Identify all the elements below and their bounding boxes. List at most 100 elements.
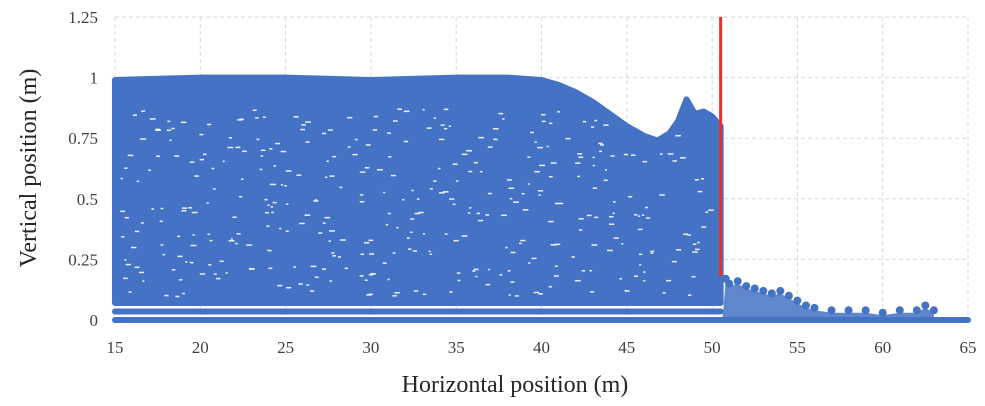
particle-gap xyxy=(467,212,471,214)
particle-gap xyxy=(708,209,714,211)
x-tick-label: 45 xyxy=(618,338,635,357)
particle-gap xyxy=(539,164,545,167)
particle-gap xyxy=(174,155,180,157)
particle-gap xyxy=(324,176,328,179)
particle-gap xyxy=(541,113,546,116)
particle-gap xyxy=(598,142,603,145)
particle-gap xyxy=(160,244,164,246)
particle-gap xyxy=(692,243,697,246)
particle-gap xyxy=(127,154,134,157)
particle-gap xyxy=(452,203,456,206)
particle-gap xyxy=(448,125,452,128)
particle-gap xyxy=(162,253,165,256)
particle-gap xyxy=(285,170,292,172)
particle-gap xyxy=(284,185,287,187)
particle-gap xyxy=(268,249,272,252)
particle-gap xyxy=(637,228,643,231)
particle-gap xyxy=(413,290,419,292)
particle-gap xyxy=(352,153,358,156)
particle-gap xyxy=(322,222,326,224)
particle-gap xyxy=(645,206,648,209)
particle-gap xyxy=(643,280,646,282)
particle-gap xyxy=(327,129,333,131)
particle-gap xyxy=(324,216,331,219)
particle-gap xyxy=(120,210,126,213)
particle-gap xyxy=(613,237,619,239)
particle-gap xyxy=(305,121,311,123)
particle-gap xyxy=(142,280,145,282)
particle-gap xyxy=(591,244,598,246)
particle-gap xyxy=(285,230,289,233)
particle-point xyxy=(776,286,785,295)
particle-gap xyxy=(659,194,665,196)
particle-gap xyxy=(208,264,212,266)
particle-gap xyxy=(538,194,541,196)
particle-gap xyxy=(406,237,410,239)
particle-gap xyxy=(478,136,484,139)
x-axis-label: Horizontal position (m) xyxy=(402,372,629,398)
particle-gap xyxy=(211,167,215,170)
particle-gap xyxy=(609,223,615,225)
particle-gap xyxy=(578,218,584,220)
particle-point xyxy=(827,306,836,315)
particle-gap xyxy=(293,116,299,118)
particle-gap xyxy=(239,118,244,121)
particle-gap xyxy=(578,229,583,231)
particle-gap xyxy=(548,285,553,288)
particle-gap xyxy=(300,128,306,131)
particle-gap xyxy=(701,226,707,228)
particle-gap xyxy=(359,171,366,173)
particle-gap xyxy=(581,270,586,272)
particle-gap xyxy=(310,290,315,292)
particle-gap xyxy=(314,276,319,278)
particle-gap xyxy=(675,134,681,137)
particle-gap xyxy=(599,150,602,153)
particle-gap xyxy=(293,266,296,268)
particle-region xyxy=(112,74,724,307)
particle-gap xyxy=(603,124,609,126)
particle-gap xyxy=(537,146,544,149)
particle-gap xyxy=(461,235,468,237)
particle-gap xyxy=(537,190,544,192)
particle-gap xyxy=(429,188,433,190)
particle-gap xyxy=(298,283,303,285)
particle-gap xyxy=(422,293,427,296)
x-tick-label: 40 xyxy=(533,338,550,357)
particle-gap xyxy=(592,156,595,159)
particle-gap xyxy=(603,179,608,182)
particle-gap xyxy=(476,212,481,215)
particle-gap xyxy=(299,222,305,225)
particle-gap xyxy=(332,255,336,257)
particle-gap xyxy=(510,281,515,283)
particle-gap xyxy=(599,144,604,146)
particle-gap xyxy=(508,187,515,190)
particle-gap xyxy=(235,242,238,245)
particle-gap xyxy=(515,295,519,297)
particle-gap xyxy=(190,244,197,247)
particle-gap xyxy=(433,117,436,119)
particle-gap xyxy=(509,197,513,200)
particle-gap xyxy=(461,153,468,156)
particle-gap xyxy=(347,116,353,119)
particle-gap xyxy=(286,286,292,289)
particle-gap xyxy=(139,271,144,274)
particle-gap xyxy=(480,170,483,173)
particle-gap xyxy=(534,141,537,143)
particle-gap xyxy=(364,279,368,281)
particle-gap xyxy=(383,191,386,194)
particle-gap xyxy=(166,129,172,132)
y-tick-label: 0.25 xyxy=(68,250,98,269)
x-tick-label: 30 xyxy=(362,338,379,357)
particle-gap xyxy=(449,198,455,200)
particle-gap xyxy=(433,180,437,182)
particle-gap xyxy=(487,192,492,195)
particle-gap xyxy=(369,253,375,255)
particle-gap xyxy=(387,212,391,215)
particle-gap xyxy=(487,146,493,148)
particle-gap xyxy=(154,129,161,131)
particle-gap xyxy=(176,235,181,238)
particle-gap xyxy=(634,275,639,278)
particle-gap xyxy=(279,227,282,230)
particle-gap xyxy=(468,207,472,209)
particle-gap xyxy=(392,295,397,297)
